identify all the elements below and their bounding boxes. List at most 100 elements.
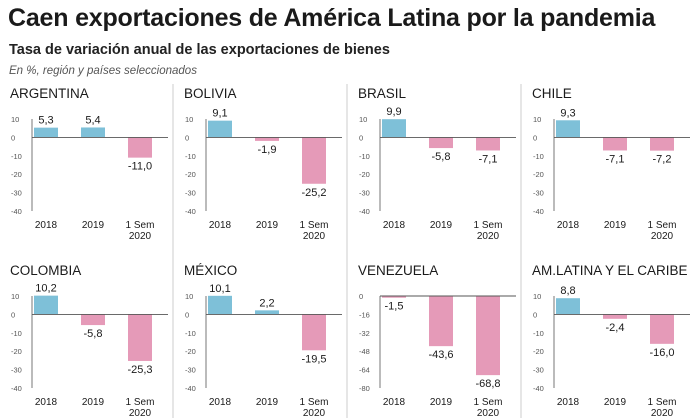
y-tick-label: -80: [359, 384, 370, 393]
data-label: -5,8: [84, 328, 103, 340]
chart-unit-note: En %, región y países seleccionados: [9, 65, 197, 77]
category-label: 2018: [35, 220, 58, 231]
bar: [382, 119, 406, 138]
y-tick-label: 10: [533, 292, 541, 301]
data-label: -2,4: [606, 322, 625, 334]
data-label: 8,8: [560, 285, 575, 297]
bar: [255, 310, 279, 315]
data-label: 10,2: [35, 283, 56, 295]
bar: [476, 296, 500, 376]
y-tick-label: -40: [11, 207, 22, 216]
y-tick-label: -30: [11, 189, 22, 198]
data-label: -7,2: [653, 154, 672, 166]
y-tick-label: 10: [533, 115, 541, 124]
y-tick-label: -20: [533, 170, 544, 179]
y-tick-label: -40: [11, 384, 22, 393]
panel-title: AM.LATINA Y EL CARIBE: [532, 263, 688, 278]
panel-4: CHILE 10 0 -10 -20 -30 -40 9,3 2018 -7,1 2019 -7,2 1…: [532, 86, 690, 242]
bar: [128, 314, 152, 361]
data-label: -43,6: [428, 349, 453, 361]
y-tick-label: -10: [185, 329, 196, 338]
data-label: -1,5: [385, 301, 404, 313]
y-tick-label: -64: [359, 366, 370, 375]
category-label: 2019: [430, 220, 453, 231]
bar: [34, 127, 58, 138]
y-tick-label: -40: [185, 207, 196, 216]
category-label: 1 Sem: [300, 397, 329, 408]
y-tick-label: -10: [533, 152, 544, 161]
y-tick-label: 10: [11, 115, 19, 124]
y-tick-label: -40: [185, 384, 196, 393]
y-tick-label: -40: [533, 207, 544, 216]
data-label: 5,3: [38, 115, 53, 127]
panel-8: AM.LATINA Y EL CARIBE 10 0 -10 -20 -30 -40 8,8 2…: [532, 263, 690, 419]
bar: [128, 137, 152, 158]
data-label: 5,4: [85, 114, 100, 126]
bar: [603, 137, 627, 151]
data-label: 9,3: [560, 107, 575, 119]
y-tick-label: -10: [11, 152, 22, 161]
category-label: 2019: [604, 397, 627, 408]
category-label: 2018: [557, 397, 580, 408]
category-label: 1 Sem: [474, 220, 503, 231]
category-label: 2020: [477, 231, 500, 242]
y-tick-label: -16: [359, 310, 370, 319]
y-tick-label: 0: [533, 310, 537, 319]
data-label: 9,1: [212, 108, 227, 120]
panel-title: VENEZUELA: [358, 263, 438, 278]
bar: [429, 296, 453, 347]
bar: [556, 120, 580, 138]
y-tick-label: 10: [185, 115, 193, 124]
data-label: -68,8: [475, 378, 500, 390]
y-tick-label: 0: [185, 133, 189, 142]
category-label: 2020: [477, 408, 500, 419]
bar: [81, 314, 105, 326]
y-tick-label: -10: [533, 329, 544, 338]
category-label: 1 Sem: [648, 397, 677, 408]
y-tick-label: -30: [533, 189, 544, 198]
data-label: -7,1: [479, 153, 498, 165]
category-label: 2018: [35, 397, 58, 408]
bar: [34, 295, 58, 315]
y-tick-label: 10: [185, 292, 193, 301]
y-tick-label: -30: [359, 189, 370, 198]
y-tick-label: -10: [11, 329, 22, 338]
category-label: 1 Sem: [474, 397, 503, 408]
category-label: 2019: [82, 220, 105, 231]
y-tick-label: -20: [185, 170, 196, 179]
panel-title: CHILE: [532, 86, 572, 101]
bar: [476, 137, 500, 151]
category-label: 2018: [557, 220, 580, 231]
category-label: 2020: [129, 231, 152, 242]
category-label: 2018: [209, 397, 232, 408]
category-label: 2020: [129, 408, 152, 419]
bar: [208, 295, 232, 315]
bar: [556, 298, 580, 315]
y-tick-label: -48: [359, 347, 370, 356]
y-tick-label: 0: [533, 133, 537, 142]
category-label: 1 Sem: [300, 220, 329, 231]
category-label: 2019: [604, 220, 627, 231]
chart-title: Caen exportaciones de América Latina por…: [8, 4, 656, 32]
y-tick-label: -10: [359, 152, 370, 161]
panel-2: BOLIVIA 10 0 -10 -20 -30 -40 9,1 2018 -1,9 2019 -25…: [184, 86, 342, 242]
panel-5: COLOMBIA 10 0 -10 -20 -30 -40 10,2 2018 -5,8 2019 -…: [10, 263, 168, 419]
y-tick-label: 10: [359, 115, 367, 124]
y-tick-label: -32: [359, 329, 370, 338]
category-label: 2020: [303, 408, 326, 419]
data-label: 9,9: [386, 106, 401, 118]
y-tick-label: 0: [11, 310, 15, 319]
y-tick-label: 0: [11, 133, 15, 142]
panel-1: ARGENTINA 10 0 -10 -20 -30 -40 5,3 2018 5,4 2019 -1…: [10, 86, 168, 242]
y-tick-label: -10: [185, 152, 196, 161]
data-label: -16,0: [649, 347, 674, 359]
panel-title: ARGENTINA: [10, 86, 89, 101]
category-label: 2019: [256, 220, 279, 231]
y-tick-label: -20: [359, 170, 370, 179]
data-label: -19,5: [301, 353, 326, 365]
category-label: 1 Sem: [648, 220, 677, 231]
bar: [208, 120, 232, 138]
y-tick-label: 0: [185, 310, 189, 319]
y-tick-label: 10: [11, 292, 19, 301]
